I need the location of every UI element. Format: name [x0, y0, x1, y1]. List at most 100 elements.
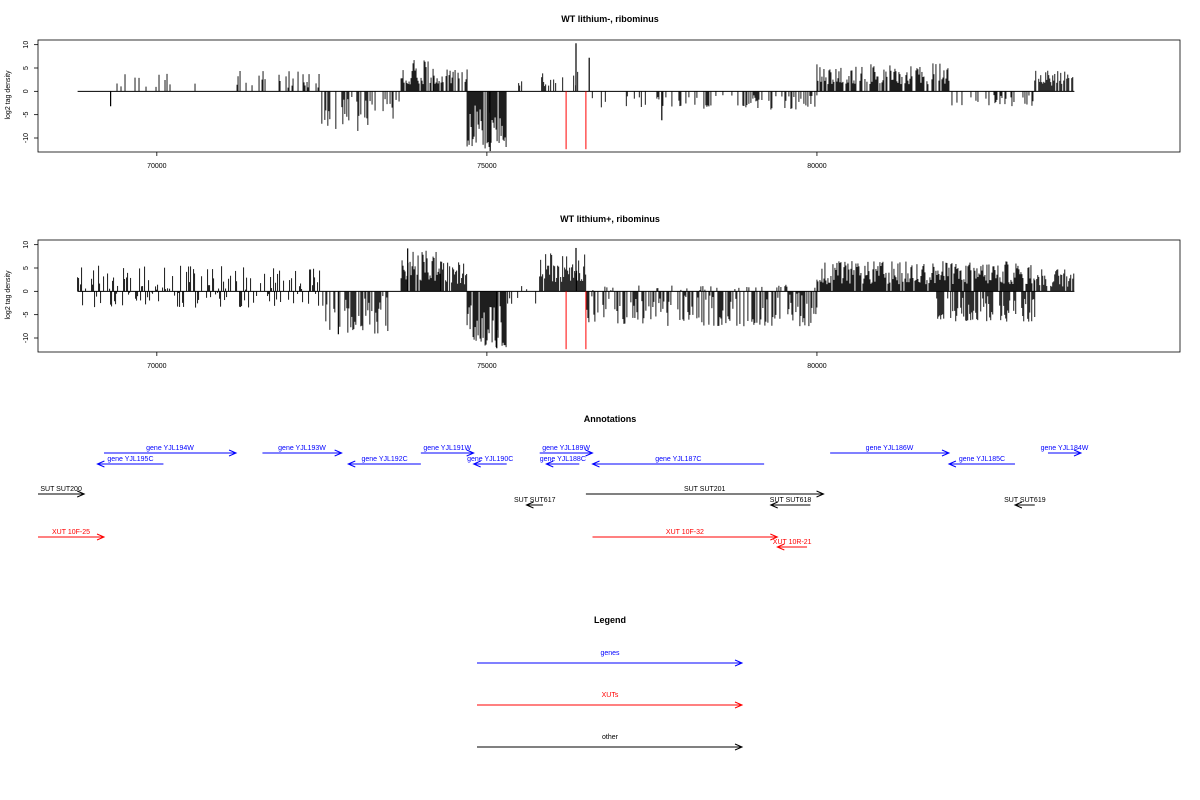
arrow-head — [96, 460, 105, 468]
feature-label: gene YJL191W — [423, 445, 471, 452]
panel-2-ylabel: log2 tag density — [5, 270, 12, 320]
feature-arrow — [525, 501, 543, 509]
annotations-title: Annotations — [584, 414, 637, 424]
feature-arrow — [96, 460, 164, 468]
panel-2-x-axis: 70000 75000 80000 — [147, 352, 827, 370]
y-tick-label: 0 — [23, 289, 30, 293]
panel-2-frame — [37, 239, 1181, 353]
arrow-head — [525, 501, 534, 509]
legend-label: genes — [600, 650, 620, 657]
panel-1-bars — [77, 43, 1075, 152]
feature-arrow — [472, 460, 507, 468]
legend-items: genes XUTs other — [477, 650, 744, 751]
feature-arrow — [539, 449, 594, 457]
feature-arrow — [591, 460, 765, 468]
x-tick-label: 75000 — [477, 363, 497, 370]
feature-arrow — [420, 449, 475, 457]
feature-label: gene YJL185C — [959, 456, 1005, 463]
feature-arrow — [947, 460, 1015, 468]
panel-2-red-markers — [565, 291, 587, 350]
feature-arrow — [1013, 501, 1035, 509]
feature-arrow — [830, 449, 951, 457]
feature-label: gene YJL189W — [542, 445, 590, 452]
legend-label: other — [602, 734, 619, 741]
annotations-panel: Annotations gene YJL194W gene YJL195C gene… — [38, 414, 1089, 551]
x-tick-label: 75000 — [477, 163, 497, 170]
feature-label: gene YJL194W — [146, 445, 194, 452]
y-tick-label: 10 — [23, 241, 30, 249]
arrow-head — [1013, 501, 1023, 509]
feature-arrow — [346, 460, 421, 468]
arrow-head — [816, 490, 825, 498]
feature-arrow — [38, 533, 106, 541]
arrow-head — [769, 501, 778, 509]
arrow-head — [591, 460, 600, 468]
arrow-head — [776, 543, 785, 551]
feature-label: gene YJL195C — [107, 456, 153, 463]
arrow-head — [545, 460, 554, 468]
feature-arrow — [262, 449, 343, 457]
y-tick-label: -5 — [23, 111, 30, 117]
y-tick-label: -5 — [23, 311, 30, 317]
feature-arrow — [38, 490, 86, 498]
arrow-head — [96, 533, 106, 541]
feature-label: SUT SUT617 — [514, 497, 556, 504]
arrow-head — [466, 449, 475, 457]
feature-arrow — [545, 460, 580, 468]
feature-arrow — [776, 543, 808, 551]
feature-label: SUT SUT619 — [1004, 497, 1046, 504]
y-tick-label: 5 — [23, 266, 30, 270]
track-panel-1: WT lithium-, ribominus log2 tag density … — [5, 14, 1181, 170]
legend-arrow — [477, 659, 744, 667]
arrow-head — [734, 701, 744, 709]
feature-label: gene YJL184W — [1041, 445, 1089, 452]
arrow-head — [734, 659, 744, 667]
arrow-head — [734, 743, 744, 751]
feature-label: SUT SUT618 — [770, 497, 812, 504]
arrow-head — [228, 449, 238, 457]
panel-2-title: WT lithium+, ribominus — [560, 214, 660, 224]
track-panel-2: WT lithium+, ribominus log2 tag density … — [5, 214, 1181, 370]
legend-label: XUTs — [602, 692, 619, 699]
feature-label: gene YJL187C — [655, 456, 701, 463]
arrow-head — [941, 449, 951, 457]
feature-label: XUT 10F-25 — [52, 529, 90, 536]
y-tick-label: -10 — [23, 333, 30, 343]
legend-panel: Legend genes XUTs other — [477, 615, 744, 751]
legend-title: Legend — [594, 615, 626, 625]
feature-arrow — [585, 490, 825, 498]
arrow-head — [770, 533, 779, 541]
arrow-head — [947, 460, 957, 468]
legend-arrow — [477, 743, 744, 751]
arrow-head — [585, 449, 594, 457]
feature-label: XUT 10R-21 — [773, 539, 812, 546]
panel-1-x-axis: 70000 75000 80000 — [147, 152, 827, 170]
feature-label: SUT SUT201 — [684, 486, 726, 493]
legend-arrow — [477, 701, 744, 709]
panel-2-bars — [77, 247, 1075, 349]
feature-label: gene YJL193W — [278, 445, 326, 452]
feature-label: gene YJL188C — [540, 456, 586, 463]
x-tick-label: 70000 — [147, 163, 167, 170]
x-tick-label: 70000 — [147, 363, 167, 370]
y-tick-label: 10 — [23, 41, 30, 49]
feature-label: SUT SUT200 — [40, 486, 82, 493]
feature-arrow — [104, 449, 238, 457]
panel-1-title: WT lithium-, ribominus — [561, 14, 659, 24]
feature-arrow — [769, 501, 811, 509]
feature-label: gene YJL192C — [361, 456, 407, 463]
feature-arrow — [592, 533, 779, 541]
y-tick-label: 0 — [23, 89, 30, 93]
feature-label: XUT 10F-32 — [666, 529, 704, 536]
feature-label: gene YJL186W — [866, 445, 914, 452]
arrow-head — [346, 460, 356, 468]
feature-label: gene YJL190C — [467, 456, 513, 463]
feature-arrow — [1047, 449, 1083, 457]
x-tick-label: 80000 — [807, 363, 827, 370]
x-tick-label: 80000 — [807, 163, 827, 170]
arrow-head — [77, 490, 86, 498]
panel-1-y-axis: -10 -5 0 5 10 — [23, 41, 38, 143]
arrow-head — [472, 460, 481, 468]
panel-1-frame — [37, 39, 1181, 153]
